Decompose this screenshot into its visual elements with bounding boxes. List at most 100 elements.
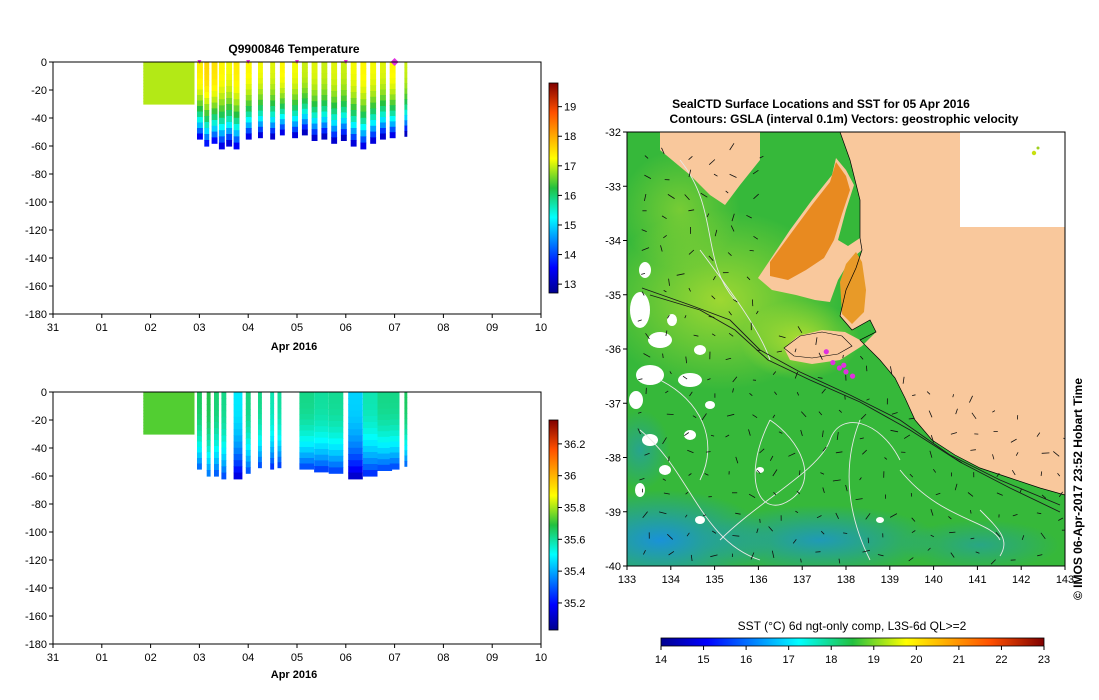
profile-cell (377, 392, 393, 399)
profile-cell (245, 117, 252, 124)
profile-cell (279, 62, 285, 68)
profile-cell (350, 122, 357, 129)
profile-cell (377, 436, 393, 443)
profile-cell (245, 397, 251, 405)
profile-cell (143, 407, 195, 411)
profile-cell (279, 82, 285, 89)
velocity-vector (688, 209, 695, 212)
profile-cell (314, 397, 329, 404)
profile-cell (211, 108, 218, 115)
profile-cell (258, 126, 263, 133)
profile-cell (211, 102, 218, 109)
profile-cell (233, 429, 243, 436)
velocity-vector (996, 472, 1000, 478)
profile-cell (348, 447, 363, 455)
profile-cell (206, 410, 211, 417)
velocity-vector (1057, 473, 1061, 477)
profile-cell (233, 136, 240, 144)
profile-cell (197, 408, 202, 415)
profile-cell (214, 458, 219, 465)
profile-cell (404, 439, 408, 446)
velocity-vector (911, 530, 916, 534)
profile-cell (270, 419, 275, 426)
profile-cell (279, 88, 285, 94)
velocity-vector (731, 213, 735, 222)
profile-cell (218, 124, 225, 131)
profile-cell (233, 117, 240, 125)
velocity-vector (792, 539, 797, 544)
profile-cell (348, 404, 363, 412)
velocity-vector (684, 432, 690, 437)
profile-cell (389, 126, 396, 133)
profile-cell (331, 85, 338, 92)
velocity-vector (748, 493, 756, 498)
profile-cell (245, 100, 252, 107)
lon-tick-label: 137 (793, 574, 811, 586)
profile-cell (340, 90, 347, 97)
profile-cell (221, 435, 227, 443)
seal-location (841, 362, 847, 368)
lat-tick-label: -39 (605, 507, 621, 519)
profile-cell (301, 88, 308, 94)
velocity-vector (818, 352, 823, 360)
profile-cell (389, 99, 396, 106)
profile-cell (314, 392, 329, 399)
profile-cell (258, 78, 263, 85)
velocity-vector (700, 192, 708, 198)
profile-cell (206, 446, 211, 453)
profile-cell (258, 83, 263, 90)
profile-cell (350, 98, 357, 105)
profile-cell (328, 467, 344, 474)
sst-colorbar-tick-label: 22 (995, 654, 1007, 666)
profile-cell (292, 121, 298, 128)
velocity-vector (772, 469, 778, 477)
x-tick-label: 01 (96, 652, 108, 664)
profile-cell (214, 392, 219, 399)
profile-cell (348, 416, 363, 424)
profile-cell (197, 67, 203, 74)
x-tick-label: 05 (291, 322, 303, 334)
velocity-vector (637, 411, 642, 414)
velocity-vector (730, 225, 735, 232)
profile-cell (301, 77, 308, 84)
profile-cell (221, 416, 227, 424)
profile-cell (270, 403, 275, 410)
velocity-vector (668, 278, 670, 286)
velocity-vector (884, 457, 888, 460)
velocity-vector (725, 434, 730, 438)
salinity-colorbar-ticks: 35.2 35.4 35.6 35.8 36 36.2 (558, 439, 585, 610)
profile-cell (270, 100, 276, 107)
profile-cell (301, 98, 308, 105)
profile-cell (218, 111, 225, 119)
profile-cell (218, 86, 225, 94)
profile-cell (370, 85, 377, 92)
velocity-vector (867, 537, 870, 544)
sst-colorbar-tick-label: 23 (1038, 654, 1050, 666)
profile-cell (204, 134, 210, 141)
profile-cell (143, 80, 195, 84)
profile-cell (314, 443, 329, 450)
profile-cell (279, 103, 285, 110)
profile-cell (233, 435, 243, 443)
profile-cell (277, 462, 282, 469)
profile-cell (143, 404, 195, 408)
profile-cell (197, 128, 203, 135)
profile-cell (218, 93, 225, 100)
profile-cell (277, 413, 282, 420)
profile-cell (206, 452, 211, 459)
velocity-vector (708, 255, 714, 261)
lon-tick-label: 139 (881, 574, 899, 586)
profile-cell (340, 106, 347, 113)
seal-surface-locations (823, 349, 856, 379)
velocity-vector (687, 449, 694, 454)
velocity-vector (862, 449, 867, 455)
profile-cell (211, 91, 218, 98)
profile-cell (214, 434, 219, 441)
profile-cell (233, 466, 243, 474)
velocity-vector (908, 557, 914, 562)
x-tick-label: 31 (47, 652, 59, 664)
profile-cell (404, 402, 408, 409)
temperature-profiles (143, 62, 408, 150)
velocity-vector (950, 432, 958, 435)
velocity-vector (995, 532, 1001, 538)
